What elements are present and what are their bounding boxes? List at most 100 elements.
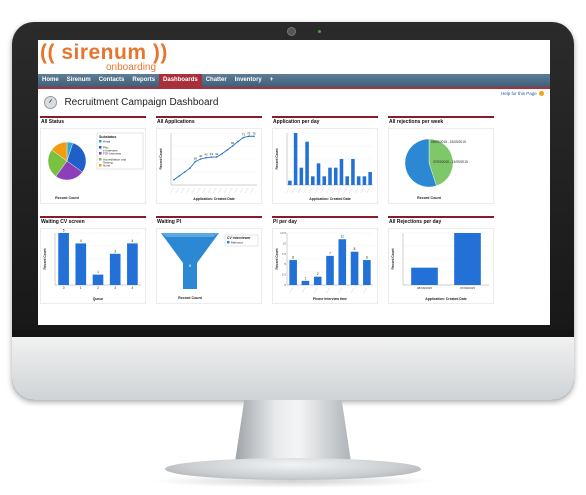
chart-area[interactable]: Record Count Application: Created Date 08/… bbox=[388, 228, 494, 304]
dashboard-panel-p7[interactable]: PI per day Record Count Phone interview ti… bbox=[272, 216, 378, 304]
data-point[interactable] bbox=[221, 153, 223, 155]
tab-reports[interactable]: Reports bbox=[132, 77, 156, 83]
chart-area[interactable]: Substatus Hired Pho e Interview F2F Intervie… bbox=[40, 128, 146, 204]
bar[interactable] bbox=[301, 280, 310, 285]
bar[interactable] bbox=[293, 133, 298, 185]
bar[interactable] bbox=[305, 141, 309, 185]
x-tick-label: 07/09/2015 bbox=[460, 286, 475, 290]
pie-slice[interactable] bbox=[428, 138, 454, 187]
bar[interactable] bbox=[338, 239, 347, 285]
dashboard-panel-p1[interactable]: All Status Substatus Hired Pho e Interview F2… bbox=[40, 116, 146, 204]
bar[interactable] bbox=[454, 233, 481, 285]
bar[interactable] bbox=[362, 176, 367, 185]
data-point[interactable] bbox=[205, 156, 207, 159]
dashboard-panel-p4[interactable]: All rejections per week 09/09/2015 - 15/0… bbox=[388, 116, 494, 204]
bar[interactable] bbox=[313, 276, 322, 285]
bar[interactable] bbox=[368, 172, 372, 185]
data-point[interactable] bbox=[247, 135, 250, 138]
data-point[interactable] bbox=[189, 167, 191, 169]
chart-area[interactable]: Record Count Application: Created Date ———… bbox=[272, 128, 378, 204]
bar[interactable] bbox=[350, 251, 359, 285]
brand-logo[interactable]: (( sirenum )) onboarding bbox=[40, 42, 168, 76]
bar[interactable] bbox=[351, 159, 355, 185]
panel-title: Application per day bbox=[273, 119, 320, 125]
bar[interactable] bbox=[109, 253, 121, 285]
bar[interactable] bbox=[363, 260, 371, 285]
bar[interactable] bbox=[58, 233, 69, 285]
x-tick-label: ——— bbox=[202, 188, 207, 194]
data-point[interactable] bbox=[226, 149, 229, 151]
chart-area[interactable]: Record Count Application: Created Date ———… bbox=[156, 128, 262, 204]
y-tick-label: 5 bbox=[284, 262, 286, 266]
pie-slice[interactable] bbox=[66, 142, 87, 173]
pie-slice[interactable] bbox=[404, 138, 437, 188]
x-tick-label: 1 bbox=[80, 286, 82, 290]
chart-area[interactable]: Record Count Queue 5 0 4 1 1 2 3 3 4 4 bbox=[40, 228, 146, 304]
dashboard-panel-p5[interactable]: Waiting CV screen Record Count Queue 5 0 4 1 1 2… bbox=[40, 216, 146, 304]
x-tick-label: ——— bbox=[218, 188, 223, 194]
data-point[interactable] bbox=[237, 140, 239, 143]
bar[interactable] bbox=[411, 267, 438, 285]
bar[interactable] bbox=[299, 167, 304, 185]
pie-slice[interactable] bbox=[51, 141, 68, 162]
tab-inventory[interactable]: Inventory bbox=[234, 77, 262, 83]
bar[interactable] bbox=[339, 159, 344, 185]
data-point[interactable] bbox=[173, 179, 175, 181]
bar[interactable] bbox=[75, 243, 87, 285]
dashboard-panel-p3[interactable]: Application per day Record Count Applicati… bbox=[272, 116, 378, 204]
dashboard-panel-p2[interactable]: All Applications Record Count Application:… bbox=[156, 116, 262, 204]
dashboard-panel-p8[interactable]: All Rejections per day Record Count Applic… bbox=[388, 216, 494, 304]
bar[interactable] bbox=[333, 167, 338, 185]
bar[interactable] bbox=[288, 180, 292, 185]
bar[interactable] bbox=[316, 163, 321, 185]
chart-area[interactable]: Record Count Phone interview time 12.5 10 7.… bbox=[272, 228, 378, 304]
data-point[interactable] bbox=[199, 158, 202, 160]
panel-title: All rejections per week bbox=[389, 119, 444, 125]
tab-contacts[interactable]: Contacts bbox=[98, 77, 125, 83]
x-tick-label: ——— bbox=[191, 188, 196, 194]
pie-slice[interactable] bbox=[47, 149, 68, 177]
bar[interactable] bbox=[127, 243, 138, 285]
data-point[interactable] bbox=[183, 171, 186, 173]
bar[interactable] bbox=[92, 274, 104, 285]
pie-slice[interactable] bbox=[55, 160, 83, 181]
x-tick-label: ——— bbox=[361, 188, 366, 194]
series-line[interactable] bbox=[173, 135, 254, 181]
dashboard-panel-p6[interactable]: Waiting PI 8 CV interviewer Mahmud Record Co… bbox=[156, 216, 262, 304]
data-point[interactable] bbox=[231, 145, 234, 147]
funnel-value-label: 8 bbox=[189, 264, 191, 268]
x-axis-title: Queue bbox=[93, 297, 104, 301]
data-label: 60 bbox=[231, 141, 235, 145]
tab-home[interactable]: Home bbox=[42, 77, 59, 83]
y-axis-title: Record Count bbox=[43, 248, 47, 270]
bar[interactable] bbox=[345, 176, 349, 185]
data-label: 1 bbox=[97, 270, 99, 274]
bar[interactable] bbox=[322, 176, 327, 185]
tab-add[interactable]: + bbox=[269, 77, 274, 83]
tab-chatter[interactable]: Chatter bbox=[205, 77, 227, 83]
data-label: 4 bbox=[80, 239, 82, 243]
tab-dashboards[interactable]: Dashboards bbox=[159, 74, 202, 87]
data-point[interactable] bbox=[215, 156, 218, 158]
bar[interactable] bbox=[311, 176, 315, 185]
dashboard-gauge-icon bbox=[44, 96, 57, 110]
chart-area[interactable]: 8 CV interviewer Mahmud Record Count bbox=[156, 228, 262, 304]
help-link[interactable]: Help for this Page bbox=[501, 91, 544, 97]
bar[interactable] bbox=[328, 167, 332, 185]
x-tick-label: ——— bbox=[229, 188, 234, 194]
data-point[interactable] bbox=[210, 156, 213, 158]
funnel-shape[interactable] bbox=[161, 233, 219, 289]
chart-area[interactable]: 09/09/2015 - 15/09/2015 07/09/2015 - 13/0… bbox=[388, 128, 494, 204]
x-tick-label: ——— bbox=[351, 288, 356, 294]
bar[interactable] bbox=[326, 255, 334, 285]
tab-sirenum[interactable]: Sirenum bbox=[66, 77, 91, 83]
bar[interactable] bbox=[289, 260, 297, 285]
bar[interactable] bbox=[356, 176, 361, 185]
data-point[interactable] bbox=[178, 175, 181, 177]
data-point[interactable] bbox=[194, 160, 197, 163]
x-tick-label: ——— bbox=[250, 188, 255, 194]
data-point[interactable] bbox=[242, 136, 245, 139]
data-point[interactable] bbox=[253, 135, 255, 138]
